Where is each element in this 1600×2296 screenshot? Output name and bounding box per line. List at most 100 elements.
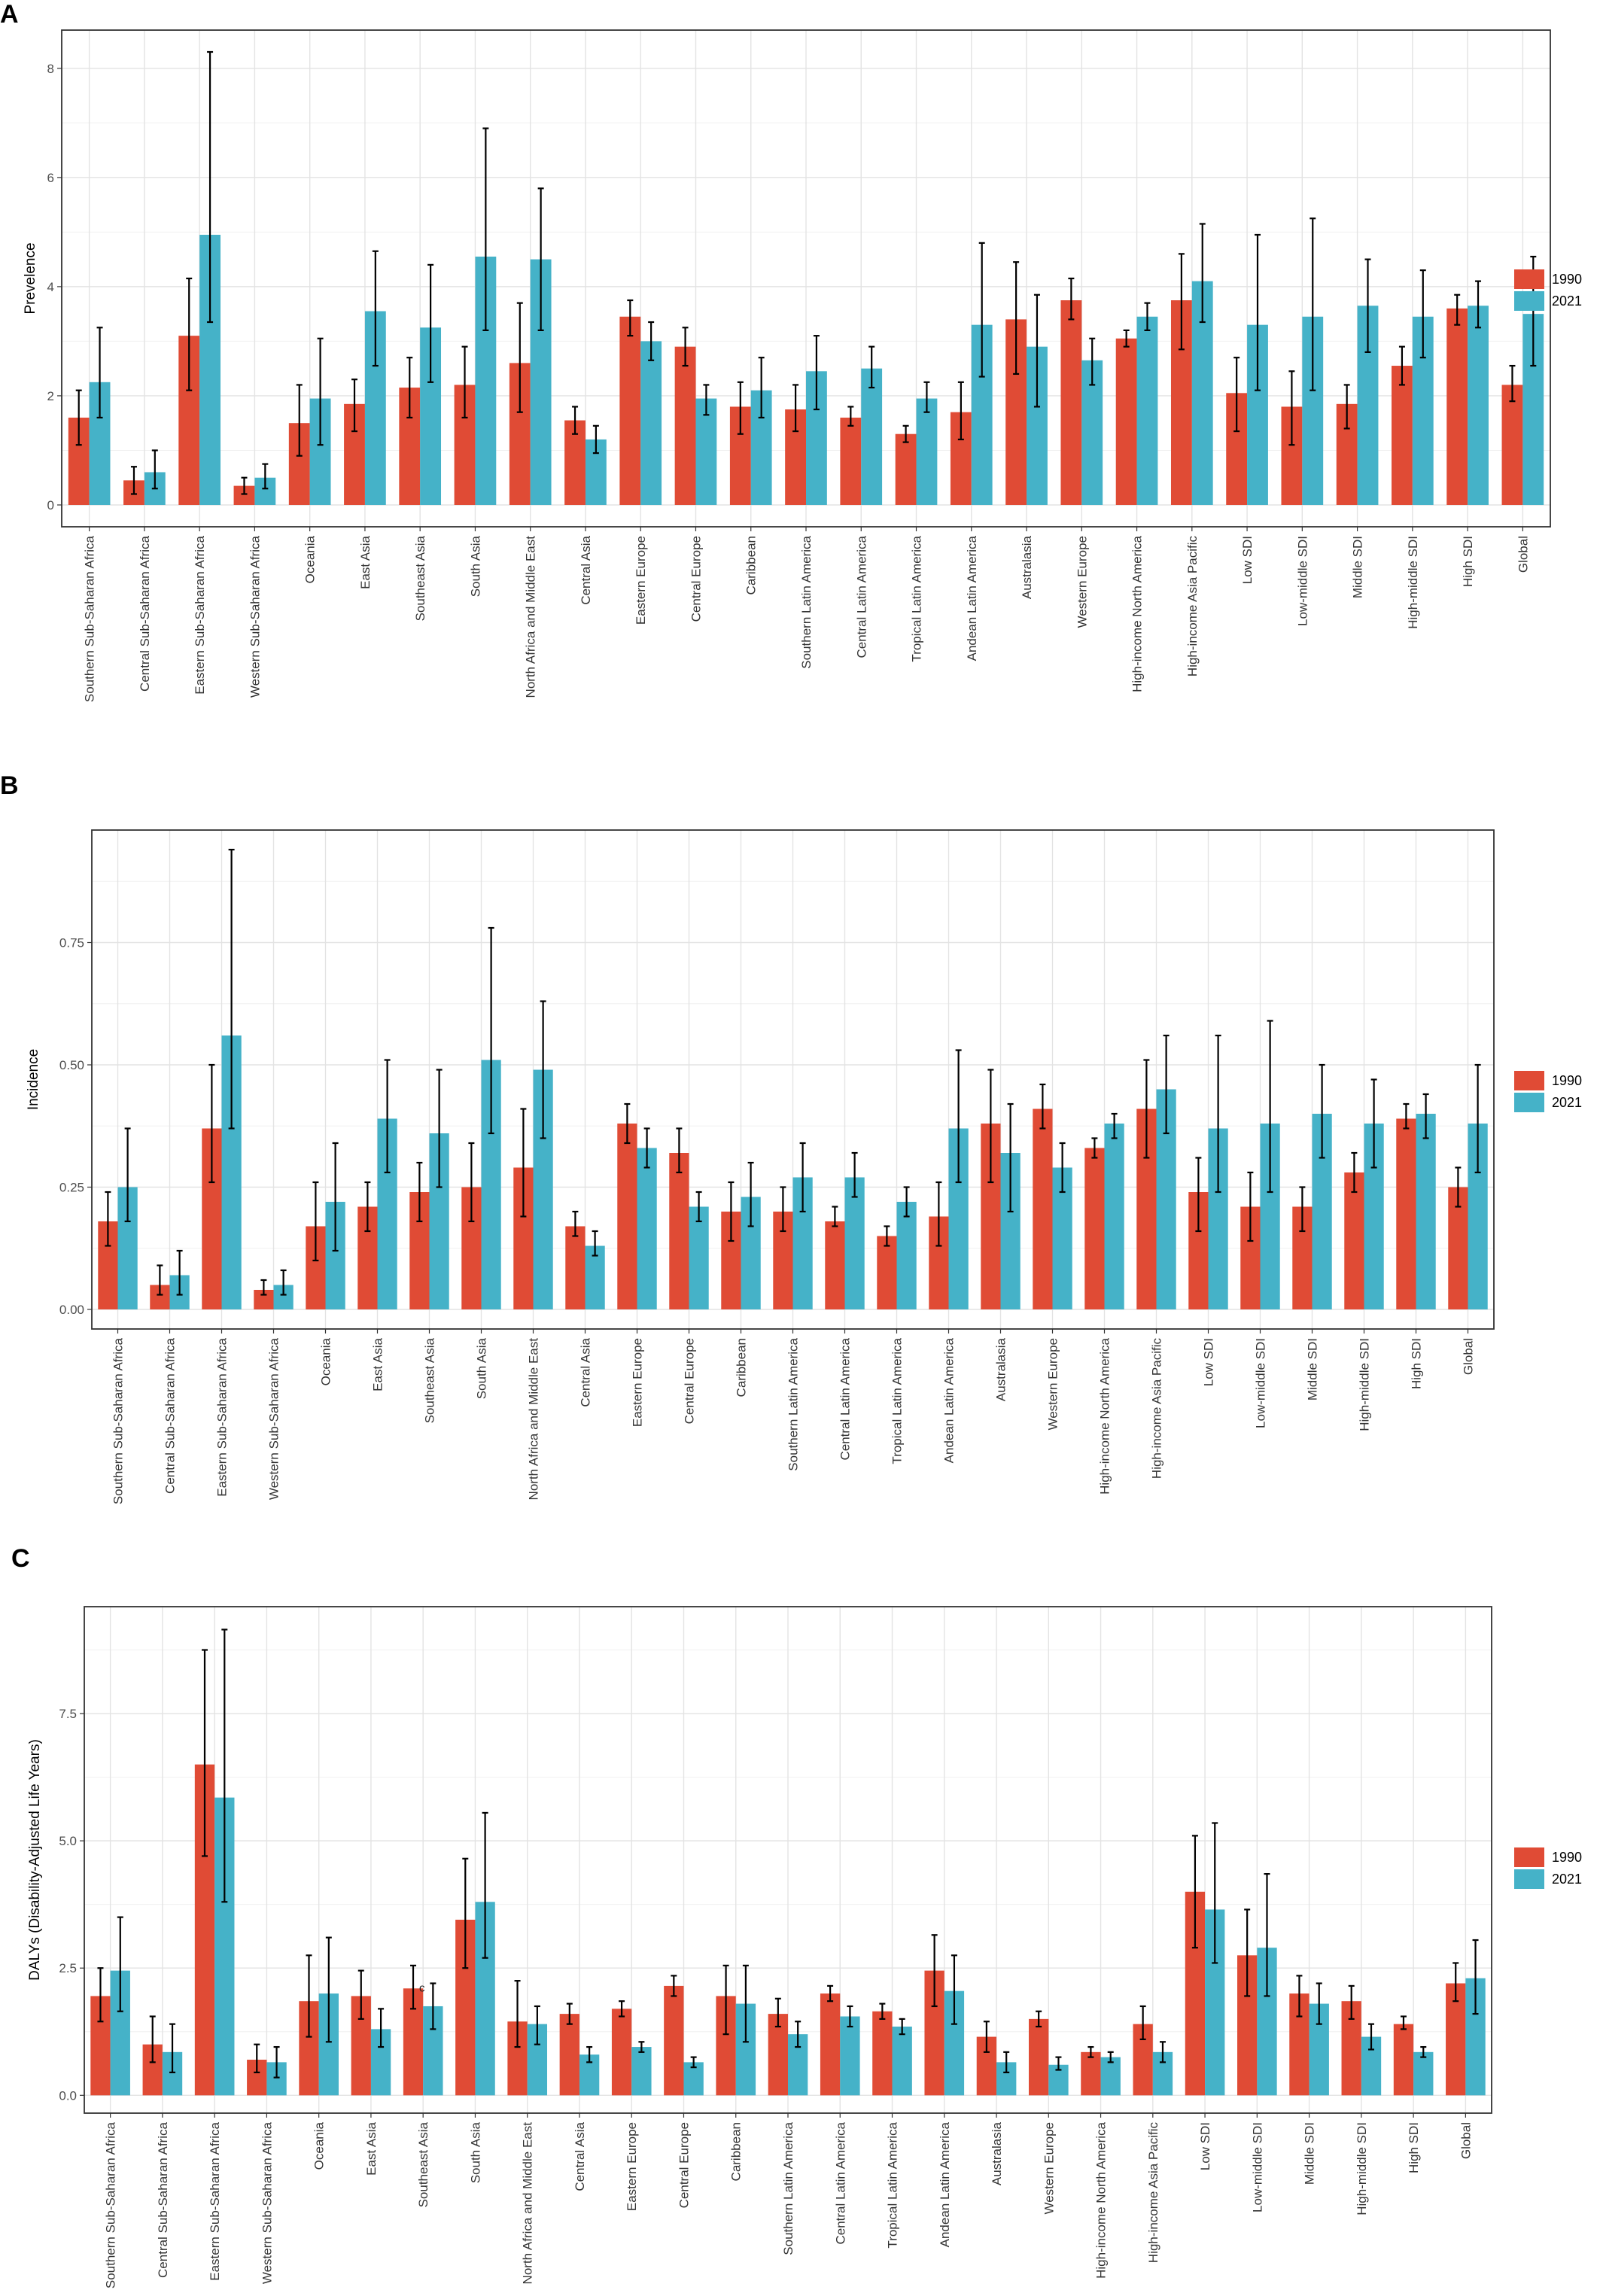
- error-bar-2021-tropical-latin-america: [899, 2018, 905, 2036]
- error-bar-2021-central-europe: [695, 1191, 702, 1223]
- error-bar-2021-southern-sub-saharan-africa: [96, 327, 103, 419]
- category-label-tropical-latin-america: Tropical Latin America: [886, 2121, 900, 2248]
- error-bar-2021-eastern-sub-saharan-africa: [207, 50, 214, 324]
- category-label-high-sdi: High SDI: [1461, 536, 1475, 587]
- category-label-high-middle-sdi: High-middle SDI: [1406, 536, 1420, 629]
- category-label-high-income-asia-pacific: High-income Asia Pacific: [1146, 2122, 1160, 2264]
- error-bar-2021-tropical-latin-america: [923, 381, 930, 413]
- error-bar-1990-southern-sub-saharan-africa: [75, 389, 82, 446]
- error-bar-2021-andean-latin-america: [978, 242, 985, 378]
- error-bar-1990-central-asia: [566, 2003, 573, 2025]
- category-label-southern-sub-saharan-africa: Southern Sub-Saharan Africa: [83, 535, 97, 702]
- error-bar-1990-western-europe: [1039, 1083, 1046, 1130]
- legend-label-2021: 2021: [1552, 1095, 1582, 1110]
- error-bar-1990-australasia: [983, 2021, 990, 2053]
- bar-2021-central-latin-america: [840, 2016, 860, 2096]
- panel-c: C 0.0 2.5 5.0 7.5 c Southern Sub-Saharan Afric…: [11, 1544, 1582, 2288]
- bar-1990-tropical-latin-america: [895, 433, 917, 505]
- error-bar-1990-high-income-asia-pacific: [1139, 2005, 1146, 2041]
- error-bar-1990-eastern-europe: [619, 2000, 625, 2018]
- error-bar-2021-southeast-asia: [427, 263, 434, 383]
- series-1990: [98, 1108, 1468, 1309]
- legend-swatch-1990: [1514, 1847, 1544, 1867]
- error-bar-2021-oceania: [325, 1936, 332, 2043]
- bar-2021-central-europe: [695, 398, 717, 505]
- error-bar-2021-eastern-europe: [643, 1127, 650, 1169]
- category-label-australasia: Australasia: [994, 1337, 1008, 1401]
- error-bar-2021-south-asia: [488, 926, 494, 1135]
- error-bar-1990-east-asia: [351, 379, 358, 433]
- series-1990: [90, 1764, 1466, 2096]
- error-bar-2021-central-asia: [592, 424, 599, 455]
- error-bar-1990-high-middle-sdi: [1348, 1984, 1355, 2020]
- error-bar-1990-southern-latin-america: [792, 384, 799, 433]
- category-label-australasia: Australasia: [1020, 535, 1034, 599]
- category-label-high-sdi: High SDI: [1410, 1338, 1424, 1389]
- bar-1990-central-europe: [669, 1153, 689, 1309]
- error-bar-1990-central-europe: [682, 327, 689, 367]
- y-tick-label: 0: [47, 498, 54, 512]
- error-bar-2021-caribbean: [747, 1161, 754, 1227]
- error-bar-2021-australasia: [1003, 2051, 1010, 2073]
- category-label-central-sub-saharan-africa: Central Sub-Saharan Africa: [156, 2121, 170, 2277]
- error-bar-1990-tropical-latin-america: [884, 1225, 890, 1247]
- category-label-andean-latin-america: Andean Latin America: [965, 535, 979, 661]
- bar-1990-western-europe: [1033, 1108, 1053, 1309]
- category-label-south-asia: South Asia: [468, 535, 482, 597]
- errorbars-1990: [97, 1649, 1459, 2073]
- category-label-middle-sdi: Middle SDI: [1351, 536, 1365, 598]
- category-label-global: Global: [1459, 2122, 1473, 2159]
- error-bar-1990-oceania: [312, 1181, 319, 1262]
- error-bar-2021-global: [1474, 1063, 1481, 1174]
- panel-letter-c: C: [11, 1544, 30, 1573]
- error-bar-2021-east-asia: [378, 2008, 385, 2048]
- category-label-southeast-asia: Southeast Asia: [423, 1337, 437, 1423]
- bar-1990-central-europe: [664, 1985, 684, 2096]
- error-bar-1990-southeast-asia: [416, 1161, 423, 1223]
- error-bar-1990-low-middle-sdi: [1247, 1171, 1254, 1242]
- errorbars-2021: [96, 50, 1537, 490]
- error-bar-2021-oceania: [332, 1142, 339, 1252]
- error-bar-2021-high-middle-sdi: [1368, 2023, 1375, 2051]
- error-bar-2021-southeast-asia: [430, 1982, 437, 2030]
- error-bar-2021-middle-sdi: [1316, 1982, 1322, 2025]
- category-label-high-sdi: High SDI: [1407, 2122, 1421, 2173]
- error-bar-1990-central-sub-saharan-africa: [130, 466, 137, 495]
- category-label-high-income-north-america: High-income North America: [1098, 1337, 1112, 1494]
- error-bar-2021-middle-sdi: [1319, 1063, 1325, 1159]
- error-bar-2021-eastern-europe: [648, 321, 655, 361]
- error-bar-1990-andean-latin-america: [957, 381, 964, 441]
- category-label-southeast-asia: Southeast Asia: [413, 535, 427, 621]
- error-bar-1990-south-asia: [468, 1142, 475, 1223]
- error-bar-2021-southern-sub-saharan-africa: [124, 1127, 131, 1223]
- category-label-central-latin-america: Central Latin America: [854, 535, 868, 658]
- bar-1990-high-income-north-america: [1081, 2051, 1101, 2096]
- error-bar-2021-south-asia: [482, 1811, 488, 1959]
- bar-2021-high-income-north-america: [1104, 1124, 1124, 1309]
- error-bar-2021-southeast-asia: [436, 1069, 443, 1188]
- category-label-central-latin-america: Central Latin America: [833, 2121, 847, 2244]
- legend-label-1990: 1990: [1552, 1073, 1582, 1088]
- category-label-oceania: Oceania: [319, 1337, 333, 1385]
- bar-1990-eastern-europe: [611, 2009, 632, 2096]
- legend-label-1990: 1990: [1552, 1850, 1582, 1865]
- bar-1990-central-europe: [674, 346, 696, 505]
- error-bar-2021-central-latin-america: [868, 345, 875, 389]
- error-bar-2021-central-sub-saharan-africa: [169, 2023, 176, 2073]
- error-bar-2021-tropical-latin-america: [903, 1186, 910, 1218]
- y-tick-label: 2.5: [59, 1961, 77, 1975]
- error-bar-1990-western-sub-saharan-africa: [254, 2043, 260, 2073]
- error-bar-2021-high-sdi: [1420, 2045, 1427, 2058]
- error-bar-1990-southern-latin-america: [774, 1997, 781, 2028]
- error-bar-2021-western-sub-saharan-africa: [280, 1269, 287, 1296]
- category-label-eastern-sub-saharan-africa: Eastern Sub-Saharan Africa: [215, 1337, 230, 1496]
- legend-swatch-2021: [1514, 1869, 1544, 1889]
- errorbars-1990: [105, 1059, 1462, 1296]
- bar-1990-tropical-latin-america: [877, 1236, 897, 1309]
- category-label-western-sub-saharan-africa: Western Sub-Saharan Africa: [248, 535, 262, 698]
- error-bar-2021-high-income-asia-pacific: [1199, 223, 1206, 324]
- errorbars-1990: [75, 253, 1516, 495]
- y-tick-label: 5.0: [59, 1834, 77, 1848]
- error-bar-1990-tropical-latin-america: [879, 2003, 886, 2020]
